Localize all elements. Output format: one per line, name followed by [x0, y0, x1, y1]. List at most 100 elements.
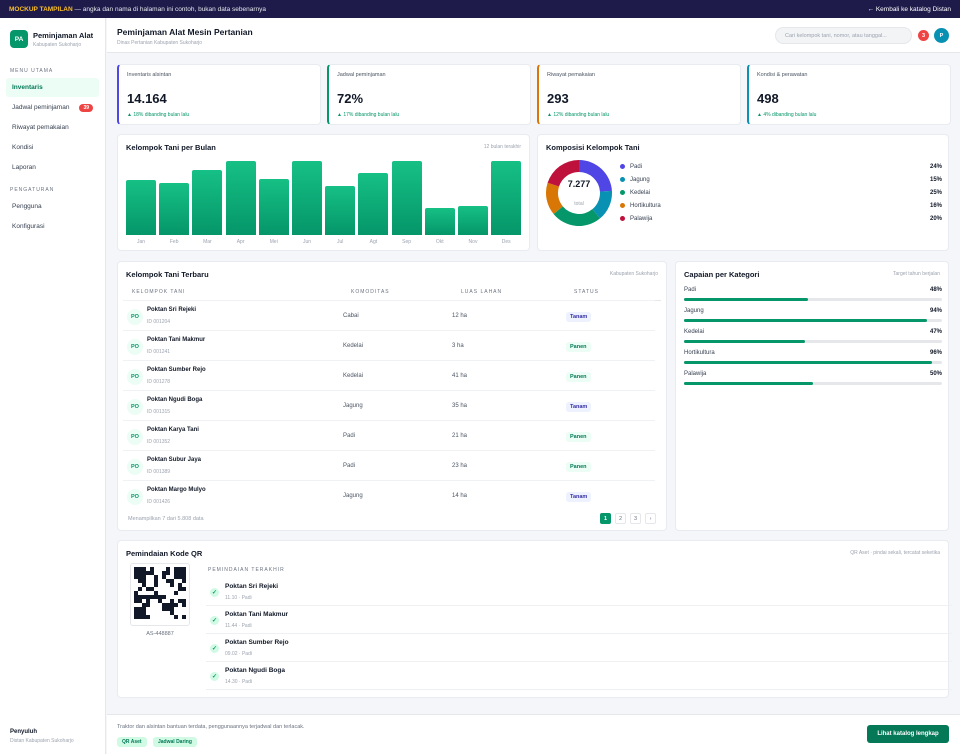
row-name: Poktan Tani Makmur	[147, 337, 206, 343]
bar-nov[interactable]	[458, 206, 488, 235]
banner-label: MOCKUP TAMPILAN	[9, 5, 73, 13]
next-page-button[interactable]: ›	[645, 513, 656, 524]
page-subtitle: Dinas Pertanian Kabupaten Sukoharjo	[117, 40, 203, 46]
bar-agt[interactable]	[358, 172, 389, 235]
page-3-button[interactable]: 3	[630, 513, 641, 524]
scan-item[interactable]: ✓ Poktan Sri Rejeki 11.10 · Padi	[206, 579, 952, 606]
row-komoditas: Kedelai	[343, 343, 364, 349]
sidebar-item-laporan[interactable]: Laporan	[6, 158, 99, 177]
row-avatar: PO	[127, 339, 143, 355]
donut-slice-hortikultura[interactable]	[546, 182, 563, 215]
capaian-item-palawija: Palawija 50%	[684, 371, 942, 391]
scan-time: 14.30 · Padi	[225, 679, 252, 685]
user-org: Distan Kabupaten Sukoharjo	[10, 738, 74, 744]
col-header-komoditas[interactable]: KOMODITAS	[351, 289, 390, 295]
capaian-item-padi: Padi 48%	[684, 287, 942, 307]
row-komoditas: Cabai	[343, 313, 359, 319]
legend-item-hortikultura: Hortikultura 16%	[620, 200, 942, 211]
row-avatar: PO	[127, 399, 143, 415]
row-name: Poktan Subur Jaya	[147, 457, 202, 463]
row-id: ID 001204	[147, 319, 171, 325]
qr-note: QR Aset · pindai sekali, tercatat seketi…	[850, 550, 940, 556]
capaian-title: Capaian per Kategori	[684, 270, 760, 279]
page-2-button[interactable]: 2	[615, 513, 626, 524]
sidebar-item-pengguna[interactable]: Pengguna	[6, 197, 99, 216]
kpi-label: Jadwal peminjaman	[337, 72, 386, 78]
bar-mar[interactable]	[192, 170, 223, 235]
table-row[interactable]: PO Poktan Sumber Rejo ID 001278 Kedelai 41 h…	[123, 360, 655, 390]
col-header-status[interactable]: STATUS	[574, 289, 599, 295]
legend-label: Padi	[630, 163, 643, 170]
bar-feb[interactable]	[159, 182, 190, 235]
table-row[interactable]: PO Poktan Margo Mulyo ID 001426 Jagung 14 ha…	[123, 480, 655, 510]
progress-track	[684, 319, 942, 322]
bar-des[interactable]	[491, 160, 522, 235]
row-luas: 21 ha	[452, 433, 468, 439]
col-header-kelompok[interactable]: KELOMPOK TANI	[132, 289, 186, 295]
status-badge: Tanam	[566, 492, 592, 502]
table-row[interactable]: PO Poktan Subur Jaya ID 001389 Padi 23 ha Pan…	[123, 450, 655, 480]
pagination: 1 2 3 ›	[596, 513, 656, 524]
row-name: Poktan Karya Tani	[147, 427, 199, 433]
donut-slice-kedelai[interactable]	[553, 206, 601, 226]
capaian-label: Jagung	[684, 308, 704, 314]
legend-pct: 16%	[929, 202, 942, 209]
bar-jan[interactable]	[126, 179, 156, 235]
col-header-luas[interactable]: LUAS LAHAN	[461, 289, 503, 295]
scan-item[interactable]: ✓ Poktan Ngudi Boga 14.30 · Padi	[206, 663, 952, 690]
x-tick-label: Sep	[402, 239, 412, 245]
sidebar-item-label: Inventaris	[12, 84, 43, 91]
donut-slice-padi[interactable]	[579, 160, 612, 192]
bar-jul[interactable]	[325, 186, 356, 235]
table-row[interactable]: PO Poktan Ngudi Boga ID 001315 Jagung 35 ha T…	[123, 390, 655, 420]
progress-fill	[684, 361, 932, 364]
notification-badge[interactable]: 3	[918, 30, 929, 41]
bar-okt[interactable]	[424, 208, 455, 235]
bar-sep[interactable]	[391, 160, 422, 235]
sidebar-item-kondisi[interactable]: Kondisi	[6, 138, 99, 157]
donut-chart-title: Komposisi Kelompok Tani	[546, 143, 640, 152]
qr-title: Pemindaian Kode QR	[126, 549, 203, 558]
table-row[interactable]: PO Poktan Karya Tani ID 001352 Padi 21 ha Pan…	[123, 420, 655, 450]
view-catalog-button[interactable]: Lihat katalog lengkap	[867, 725, 949, 743]
progress-track	[684, 298, 942, 301]
page-1-button[interactable]: 1	[600, 513, 611, 524]
kpi-card-riwayat: Riwayat pemakaian 293 ▲ 12% dibanding bu…	[537, 64, 741, 125]
qr-code-icon[interactable]	[134, 567, 186, 619]
row-komoditas: Kedelai	[343, 373, 364, 379]
back-to-catalog-link[interactable]: ← Kembali ke katalog Distan	[867, 5, 951, 13]
capaian-pct: 94%	[929, 308, 942, 314]
kpi-delta: ▲ 4% dibanding bulan lalu	[757, 112, 817, 118]
table-row[interactable]: PO Poktan Sri Rejeki ID 001204 Cabai 12 ha Ta…	[123, 300, 655, 330]
progress-fill	[684, 298, 808, 301]
section-main-menu: MENU UTAMA	[10, 68, 54, 74]
row-id: ID 001352	[147, 439, 171, 445]
kpi-value: 72%	[337, 91, 364, 106]
scan-time: 09.02 · Padi	[225, 651, 252, 657]
donut-total-label: total	[574, 201, 584, 207]
bar-apr[interactable]	[225, 160, 256, 235]
table-note: Kabupaten Sukoharjo	[609, 271, 658, 277]
footer-text: Traktor dan alsintan bantuan terdata, pe…	[117, 724, 305, 730]
row-luas: 12 ha	[452, 313, 468, 319]
sidebar-item-label: Jadwal peminjaman	[12, 104, 70, 111]
sidebar-item-label: Kondisi	[12, 144, 34, 151]
sidebar-item-jadwal[interactable]: Jadwal peminjaman 39	[6, 98, 99, 117]
donut-slice-palawija[interactable]	[547, 160, 579, 187]
search-input[interactable]: Cari kelompok tani, nomor, atau tanggal.…	[775, 27, 912, 44]
x-tick-label: Mar	[203, 239, 212, 245]
sidebar-item-riwayat[interactable]: Riwayat pemakaian	[6, 118, 99, 137]
capaian-item-kedelai: Kedelai 47%	[684, 329, 942, 349]
donut-chart	[546, 160, 612, 226]
donut-slice-jagung[interactable]	[592, 190, 612, 219]
sidebar-item-inventaris[interactable]: Inventaris	[6, 78, 99, 97]
table-row[interactable]: PO Poktan Tani Makmur ID 001241 Kedelai 3 ha…	[123, 330, 655, 360]
bar-mei[interactable]	[258, 178, 289, 235]
bar-jun[interactable]	[292, 160, 322, 235]
user-avatar[interactable]: P	[934, 28, 949, 43]
sidebar-item-konfigurasi[interactable]: Konfigurasi	[6, 217, 99, 236]
kelompok-tani-table-card: Kelompok Tani Terbaru Kabupaten Sukoharj…	[117, 261, 667, 531]
scan-item[interactable]: ✓ Poktan Sumber Rejo 09.02 · Padi	[206, 635, 952, 662]
progress-fill	[684, 319, 927, 322]
scan-item[interactable]: ✓ Poktan Tani Makmur 11.44 · Padi	[206, 607, 952, 634]
